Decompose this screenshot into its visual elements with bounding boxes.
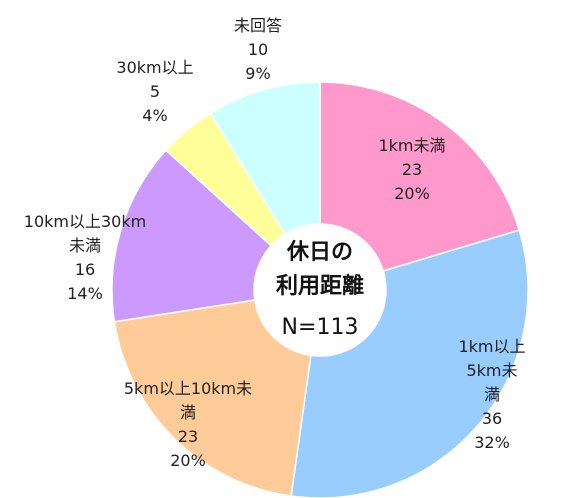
category-label: 30km以上 — [116, 58, 194, 77]
percent-label: 9% — [245, 64, 271, 83]
data-label: 10km以上30km 未満 16 14% — [24, 210, 146, 306]
percent-label: 32% — [474, 433, 510, 452]
category-label: 未回答 — [233, 16, 283, 35]
percent-label: 14% — [67, 284, 103, 303]
donut-segment — [290, 229, 529, 498]
donut-segment — [209, 81, 321, 235]
value-label: 36 — [481, 409, 503, 428]
category-label: 1km未満 — [378, 136, 446, 155]
data-label: 30km以上 5 4% — [116, 56, 193, 128]
data-label: 未回答 10 9% — [234, 14, 282, 86]
percent-label: 20% — [170, 451, 206, 470]
value-label: 5 — [149, 82, 161, 101]
value-label: 23 — [177, 427, 199, 446]
value-label: 10 — [247, 40, 269, 59]
percent-label: 4% — [142, 106, 168, 125]
data-label: 1km未満 23 20% — [378, 134, 445, 206]
donut-segment — [111, 149, 273, 323]
donut-segment — [319, 81, 521, 272]
category-label: 1km以上5km未 満 — [458, 337, 526, 404]
value-label: 16 — [74, 260, 96, 279]
value-label: 23 — [401, 160, 423, 179]
chart-subtitle: N=113 — [281, 315, 359, 340]
donut-segment — [113, 299, 312, 497]
data-label: 1km以上5km未 満 36 32% — [456, 335, 528, 455]
data-label: 5km以上10km未 満 23 20% — [124, 377, 252, 473]
chart-title: 休日の 利用距離 — [275, 240, 365, 299]
percent-label: 20% — [394, 184, 430, 203]
category-label: 10km以上30km 未満 — [23, 212, 147, 255]
center-label: 休日の 利用距離 N=113 — [276, 236, 364, 348]
category-label: 5km以上10km未 満 — [123, 379, 253, 422]
